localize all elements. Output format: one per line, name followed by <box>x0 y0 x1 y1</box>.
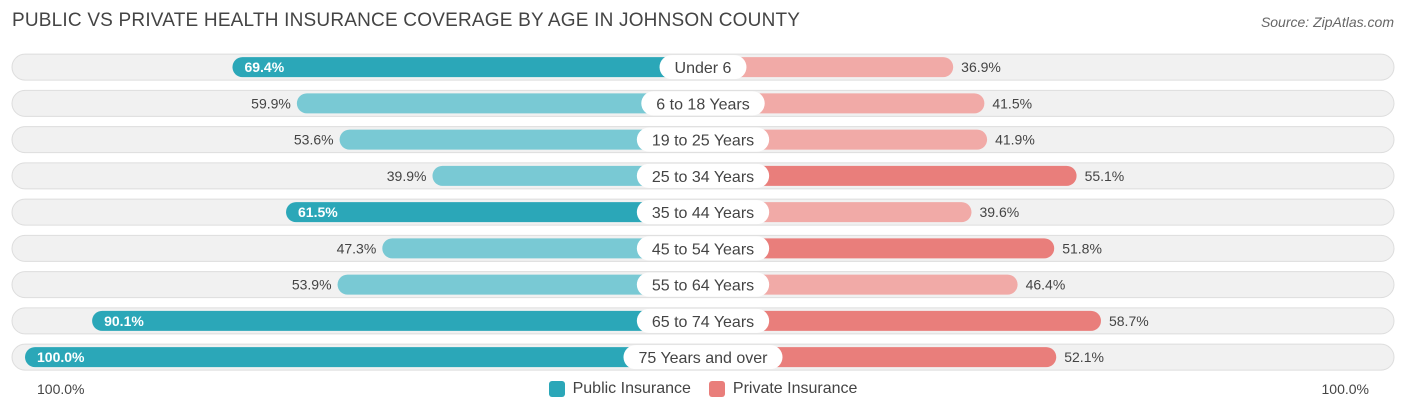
bar-private <box>703 129 988 150</box>
category-pill <box>641 91 765 116</box>
legend-item-public: Public Insurance <box>548 380 691 398</box>
legend-item-private: Private Insurance <box>708 380 858 398</box>
value-label-private: 58.7% <box>1109 313 1149 329</box>
category-label: 75 Years and over <box>639 350 769 367</box>
category-pill <box>636 272 770 297</box>
bar-private <box>703 310 1101 331</box>
chart-title: PUBLIC VS PRIVATE HEALTH INSURANCE COVER… <box>12 10 801 31</box>
value-label-public: 53.9% <box>292 277 332 293</box>
bar-private <box>703 238 1055 259</box>
value-label-private: 52.1% <box>1064 349 1104 365</box>
bar-public <box>339 129 703 150</box>
axis-left-label: 100.0% <box>37 381 85 397</box>
value-label-public: 59.9% <box>251 95 291 111</box>
value-label-private: 41.9% <box>995 132 1035 148</box>
legend-swatch-public <box>548 381 565 397</box>
value-label-private: 36.9% <box>961 59 1001 75</box>
bar-public <box>25 347 703 368</box>
category-pill <box>659 55 747 80</box>
value-label-private: 55.1% <box>1085 168 1125 184</box>
value-label-public: 53.6% <box>294 132 334 148</box>
bar-public <box>432 165 703 186</box>
bar-public <box>92 310 703 331</box>
value-label-private: 46.4% <box>1026 277 1066 293</box>
value-label-public: 61.5% <box>298 204 338 220</box>
value-label-public: 90.1% <box>104 313 144 329</box>
bar-public <box>286 202 703 223</box>
category-pill <box>636 127 770 152</box>
category-pill <box>636 236 770 261</box>
bar-private <box>703 202 972 223</box>
value-label-private: 41.5% <box>992 95 1032 111</box>
category-label: 19 to 25 Years <box>652 133 754 150</box>
source-credit: Source: ZipAtlas.com <box>1260 14 1394 30</box>
legend-label-private: Private Insurance <box>732 380 858 397</box>
category-pill <box>636 163 770 188</box>
value-label-public: 47.3% <box>337 240 377 256</box>
legend: Public Insurance Private Insurance <box>0 378 1406 400</box>
category-label: 25 to 34 Years <box>652 169 754 186</box>
value-label-public: 39.9% <box>387 168 427 184</box>
category-pill <box>623 345 783 370</box>
category-label: 55 to 64 Years <box>652 278 754 295</box>
legend-label-public: Public Insurance <box>572 380 691 397</box>
category-label: Under 6 <box>675 60 732 77</box>
bar-public <box>382 238 703 259</box>
bar-private <box>703 274 1018 295</box>
category-pill <box>636 200 770 225</box>
category-label: 45 to 54 Years <box>652 241 754 258</box>
chart-canvas: 69.4% 36.9% Under 6 59.9% 41.5% 6 to 18 Years… <box>11 53 1395 371</box>
category-pill <box>636 308 770 333</box>
category-label: 65 to 74 Years <box>652 314 754 331</box>
axis-right-label: 100.0% <box>1321 381 1369 397</box>
bar-private <box>703 347 1057 368</box>
value-label-private: 51.8% <box>1062 240 1102 256</box>
bar-public <box>337 274 703 295</box>
bar-private <box>703 165 1077 186</box>
bar-private <box>703 93 985 114</box>
legend-swatch-private <box>708 381 725 397</box>
value-label-public: 69.4% <box>244 59 284 75</box>
category-label: 6 to 18 Years <box>656 96 749 113</box>
bar-public <box>296 93 703 114</box>
bar-public <box>232 57 703 78</box>
category-label: 35 to 44 Years <box>652 205 754 222</box>
bar-private <box>703 57 954 78</box>
value-label-public: 100.0% <box>37 349 85 365</box>
value-label-private: 39.6% <box>979 204 1019 220</box>
